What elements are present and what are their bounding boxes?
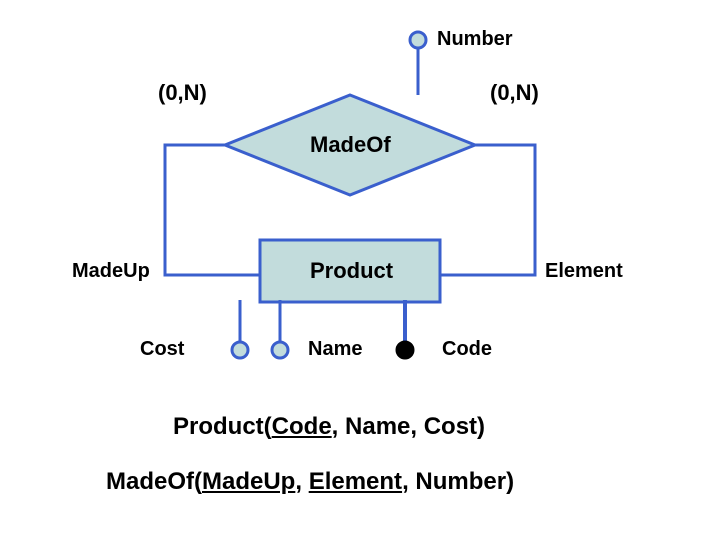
left-role-label: MadeUp — [72, 260, 150, 283]
schema2-rest: , Number) — [402, 468, 514, 495]
relationship-label: MadeOf — [310, 132, 391, 158]
attr-name-circle — [272, 342, 288, 358]
er-diagram: MadeOf Product Number (0,N) (0,N) MadeUp… — [0, 0, 707, 550]
attr-code-circle — [397, 342, 413, 358]
schema2-key2: Element — [309, 468, 402, 495]
schema2-key1: MadeUp — [202, 468, 295, 495]
schema-line-2: MadeOf(MadeUp, Element, Number) — [106, 468, 514, 496]
attr-cost-label: Cost — [140, 338, 184, 361]
right-role-line — [440, 145, 535, 275]
schema1-key: Code — [272, 413, 332, 440]
right-cardinality: (0,N) — [490, 80, 539, 106]
right-role-label: Element — [545, 260, 623, 283]
attr-cost-circle — [232, 342, 248, 358]
entity-label: Product — [310, 258, 393, 284]
attr-name-label: Name — [308, 338, 362, 361]
attr-code-label: Code — [442, 338, 492, 361]
schema2-prefix: MadeOf( — [106, 468, 202, 495]
rel-attr-circle — [410, 32, 426, 48]
schema2-mid: , — [295, 468, 308, 495]
rel-attr-label: Number — [437, 28, 513, 51]
schema1-prefix: Product( — [173, 413, 272, 440]
left-cardinality: (0,N) — [158, 80, 207, 106]
schema-line-1: Product(Code, Name, Cost) — [173, 413, 485, 441]
left-role-line — [165, 145, 260, 275]
schema1-rest: , Name, Cost) — [332, 413, 485, 440]
